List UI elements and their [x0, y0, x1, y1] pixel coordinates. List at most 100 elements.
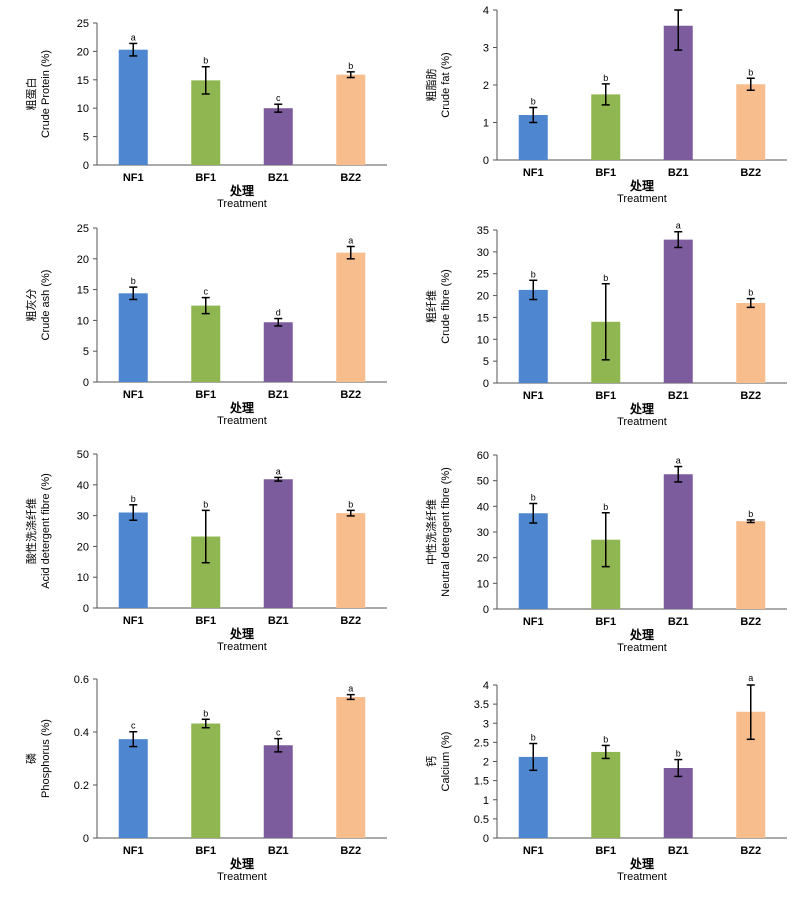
y-tick-label: 2.5 [474, 737, 489, 749]
y-tick-label: 25 [477, 269, 489, 281]
category-label: BZ2 [340, 172, 361, 184]
category-label: BF1 [195, 172, 216, 184]
y-axis-title: Crude fibre (%) [440, 269, 452, 344]
significance-letter: a [676, 221, 681, 231]
significance-letter: d [276, 308, 281, 318]
significance-letter: c [276, 93, 281, 103]
y-tick-label: 30 [477, 527, 489, 539]
x-axis-title: Treatment [217, 641, 267, 653]
significance-letter: b [531, 97, 536, 107]
y-axis-title-cn: 粗脂肪 [424, 69, 438, 102]
y-tick-label: 3 [483, 718, 489, 730]
x-axis-title: Treatment [617, 871, 667, 883]
y-tick-label: 10 [77, 103, 89, 115]
category-label: NF1 [123, 615, 144, 627]
category-label: BF1 [195, 389, 216, 401]
significance-letter: b [676, 749, 681, 759]
y-tick-label: 15 [77, 75, 89, 87]
x-axis-title-cn: 处理 [229, 626, 254, 641]
x-axis-title: Treatment [617, 416, 667, 428]
y-tick-label: 4 [483, 5, 489, 17]
bar-nf1 [518, 289, 548, 383]
y-tick-label: 0 [83, 833, 89, 845]
bar-bz2 [336, 697, 366, 838]
category-label: BF1 [195, 615, 216, 627]
y-axis-title-cn: 酸性洗涤纤维 [24, 498, 38, 564]
significance-letter: b [603, 502, 608, 512]
y-tick-label: 10 [477, 334, 489, 346]
category-label: BZ2 [340, 615, 361, 627]
category-label: NF1 [523, 167, 544, 179]
bar-bz2 [736, 84, 766, 160]
y-tick-label: 1 [483, 118, 489, 130]
x-axis-title: Treatment [617, 193, 667, 205]
category-label: NF1 [123, 845, 144, 857]
category-label: BZ1 [268, 615, 289, 627]
significance-letter: b [203, 56, 208, 66]
y-tick-label: 0.6 [74, 674, 89, 686]
x-axis-title: Treatment [217, 198, 267, 210]
y-axis-title: Crude fat (%) [440, 52, 452, 117]
bar-bz1 [663, 768, 693, 838]
y-tick-label: 0 [483, 833, 489, 845]
bar-bz2 [736, 303, 766, 383]
y-tick-label: 0.4 [74, 727, 89, 739]
bar-nf1 [118, 293, 148, 382]
y-tick-label: 60 [477, 450, 489, 462]
x-axis-title-cn: 处理 [229, 400, 254, 415]
category-label: BZ1 [268, 172, 289, 184]
bar-bz1 [663, 239, 693, 383]
significance-letter: b [603, 273, 608, 283]
significance-letter: b [748, 509, 753, 519]
category-label: BZ1 [668, 845, 689, 857]
y-tick-label: 1.5 [474, 776, 489, 788]
y-tick-label: 0 [483, 604, 489, 616]
y-axis-title-cn: 粗纤维 [425, 290, 438, 323]
chart-panel-4: 0 5 10 15 20 25 30 35 b NF1 b BF1 a BZ1 b BZ2 处理Treatmen… [425, 221, 787, 428]
category-label: BZ2 [340, 389, 361, 401]
y-tick-label: 20 [477, 553, 489, 565]
category-label: BZ1 [668, 167, 689, 179]
category-label: NF1 [123, 172, 144, 184]
y-tick-label: 10 [477, 578, 489, 590]
y-tick-label: 1 [483, 795, 489, 807]
y-tick-label: 0 [483, 155, 489, 167]
bar-bf1 [591, 751, 621, 838]
significance-letter: a [131, 32, 136, 42]
category-label: BF1 [595, 845, 616, 857]
significance-letter: b [348, 61, 353, 71]
y-tick-label: 50 [477, 476, 489, 488]
bar-nf1 [518, 513, 548, 609]
significance-letter: b [131, 276, 136, 286]
y-tick-label: 0 [483, 378, 489, 390]
y-tick-label: 30 [77, 511, 89, 523]
significance-letter: b [531, 493, 536, 503]
category-label: BZ1 [668, 616, 689, 628]
significance-letter: b [203, 708, 208, 718]
bar-bf1 [191, 723, 221, 838]
category-label: NF1 [123, 389, 144, 401]
category-label: BF1 [595, 167, 616, 179]
category-label: NF1 [523, 390, 544, 402]
y-tick-label: 40 [77, 480, 89, 492]
y-tick-label: 35 [477, 225, 489, 237]
y-axis-title: Phosphorus (%) [40, 719, 52, 798]
y-tick-label: 25 [77, 223, 89, 235]
category-label: BF1 [595, 616, 616, 628]
y-tick-label: 0 [83, 377, 89, 389]
y-tick-label: 10 [77, 315, 89, 327]
bar-bz1 [263, 479, 293, 608]
category-label: BZ2 [340, 845, 361, 857]
y-tick-label: 15 [77, 285, 89, 297]
significance-letter: a [348, 235, 353, 245]
category-label: BZ2 [740, 390, 761, 402]
category-label: BZ1 [668, 390, 689, 402]
y-tick-label: 20 [77, 46, 89, 58]
bar-bz2 [336, 74, 366, 165]
significance-letter: c [276, 728, 281, 738]
y-axis-title: Crude ash (%) [40, 270, 52, 341]
